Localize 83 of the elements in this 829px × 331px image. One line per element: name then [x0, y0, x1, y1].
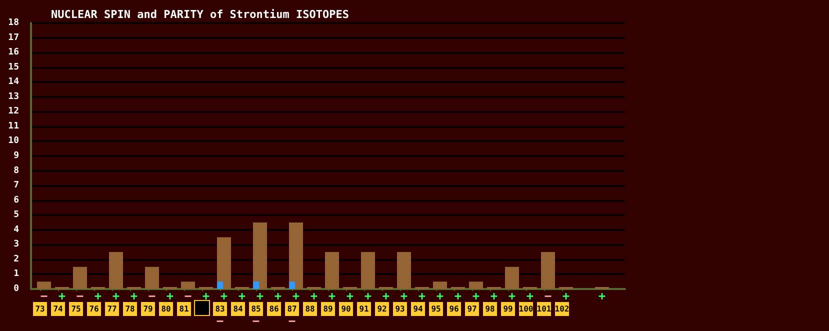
data-label: + [400, 289, 408, 303]
x-tick-label: 92 [377, 304, 387, 314]
data-label: + [292, 289, 300, 303]
y-tick-label: 5 [14, 210, 19, 220]
x-tick-label: 86 [269, 304, 279, 314]
y-tick-label: 1 [14, 269, 19, 280]
data-label: + [328, 289, 336, 303]
x-tick-label: 100 [518, 304, 534, 314]
data-label: + [526, 289, 534, 303]
y-tick-label: 17 [8, 32, 19, 43]
x-tick-label: 89 [323, 304, 333, 314]
x-tick-label: 78 [125, 304, 135, 314]
data-label: − [148, 289, 156, 303]
data-label: + [508, 289, 516, 303]
data-label: + [166, 289, 174, 303]
y-tick-label: 0 [14, 284, 19, 294]
x-tick-label: 85 [251, 304, 261, 314]
data-label: + [418, 289, 426, 303]
x-tick-label: 96 [449, 304, 459, 314]
y-tick-label: 11 [8, 121, 19, 132]
data-label: − [252, 314, 260, 328]
x-tick-label: 99 [503, 304, 513, 314]
x-tick-label: 77 [107, 304, 117, 314]
data-label: + [256, 289, 264, 303]
y-tick-label: 8 [14, 166, 19, 176]
x-tick-label: 91 [359, 304, 369, 314]
data-label: − [544, 289, 552, 303]
x-tick-label: 95 [431, 304, 441, 314]
y-tick-label: 3 [14, 240, 19, 250]
y-tick-label: 10 [8, 136, 19, 146]
data-label: + [598, 289, 606, 303]
y-tick-label: 7 [14, 180, 19, 191]
x-tick-label: 73 [35, 304, 45, 314]
data-label: + [454, 289, 462, 303]
y-tick-label: 6 [14, 195, 19, 206]
x-tick-label: 79 [143, 304, 153, 314]
y-tick-label: 15 [8, 62, 19, 72]
x-tick-label: 74 [53, 304, 63, 314]
x-tick-label: 97 [467, 304, 477, 314]
data-label: + [58, 289, 66, 303]
data-label: + [130, 289, 138, 303]
x-tick-label: 75 [71, 304, 81, 314]
x-tick-label: 76 [89, 304, 99, 314]
x-tick-label: 93 [395, 304, 405, 314]
data-label: + [436, 289, 444, 303]
data-label: + [94, 289, 102, 303]
data-label: − [40, 289, 48, 303]
data-label: + [238, 289, 246, 303]
data-label: − [288, 314, 296, 328]
x-tick-label: 84 [233, 304, 243, 314]
data-label: + [346, 289, 354, 303]
data-label: + [382, 289, 390, 303]
data-label: + [490, 289, 498, 303]
x-tick-label: 87 [287, 304, 297, 314]
data-label: + [364, 289, 372, 303]
data-label: − [216, 314, 224, 328]
y-tick-label: 2 [14, 254, 19, 264]
data-label: + [310, 289, 318, 303]
x-tick-label: 83 [215, 304, 225, 314]
x-tick-label: 102 [554, 304, 570, 314]
y-tick-label: 13 [8, 92, 19, 102]
x-tick-label: 81 [179, 304, 189, 314]
y-tick-label: 12 [8, 106, 19, 117]
x-tick-label: 88 [305, 304, 315, 314]
y-tick-label: 4 [14, 224, 20, 235]
y-tick-label: 16 [8, 48, 19, 58]
data-label: − [184, 289, 192, 303]
x-tick-label: 90 [341, 304, 351, 314]
data-label: + [202, 289, 210, 303]
x-tick-label: 80 [161, 304, 171, 314]
x-tick-label: 98 [485, 304, 495, 314]
y-tick-label: 9 [14, 151, 19, 161]
x-tick-label: 94 [413, 304, 423, 314]
y-tick-label: 14 [8, 77, 20, 88]
data-label: + [112, 289, 120, 303]
data-label: + [220, 289, 228, 303]
x-tick-label: 101 [536, 304, 552, 314]
data-label: + [472, 289, 480, 303]
data-label: − [76, 289, 84, 303]
data-label: + [274, 289, 282, 303]
chart-title: NUCLEAR SPIN and PARITY of Strontium ISOTOPES [51, 8, 350, 21]
y-tick-label: 18 [8, 18, 19, 28]
data-label: + [562, 289, 570, 303]
